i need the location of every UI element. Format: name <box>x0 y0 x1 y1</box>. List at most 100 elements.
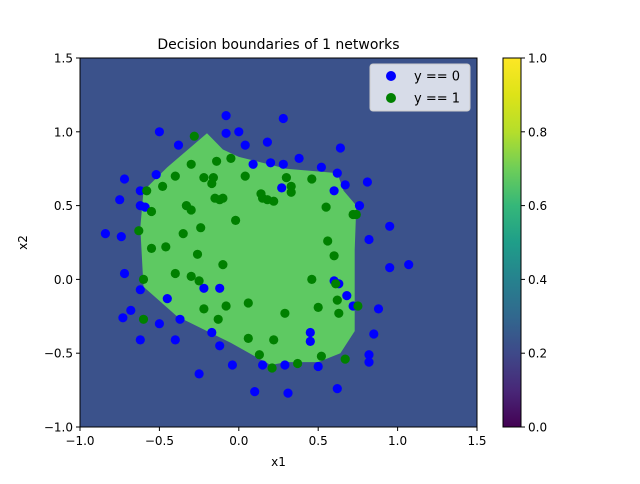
point-class1 <box>146 243 157 253</box>
point-class0 <box>151 170 161 180</box>
point-class0 <box>404 260 414 270</box>
point-class0 <box>329 186 339 196</box>
point-class0 <box>258 360 268 370</box>
y-tick-label: 0.0 <box>54 273 73 287</box>
x-tick-label: −0.5 <box>145 434 174 448</box>
point-class0 <box>119 174 130 184</box>
colorbar-tick-label: 1.0 <box>528 52 547 66</box>
point-class1 <box>334 308 344 318</box>
point-class0 <box>280 360 290 370</box>
point-class0 <box>173 140 184 150</box>
point-class0 <box>207 327 217 338</box>
point-class1 <box>178 229 188 239</box>
plot-frame <box>79 57 478 428</box>
point-class1 <box>307 174 317 184</box>
point-class0 <box>116 232 126 242</box>
point-class1 <box>331 279 341 289</box>
point-class0 <box>135 186 145 196</box>
point-class0 <box>170 335 180 345</box>
point-class0 <box>369 329 379 339</box>
x-tick-label: −1.0 <box>65 434 94 448</box>
point-class0 <box>100 229 110 239</box>
point-class1 <box>280 308 290 318</box>
point-class0 <box>305 336 315 346</box>
point-class1 <box>170 171 180 181</box>
point-class1 <box>134 226 144 236</box>
y-tick-label: −1.0 <box>44 421 73 435</box>
y-tick-label: −0.5 <box>44 347 73 361</box>
y-tick-label: 1.5 <box>54 52 73 66</box>
x-axis-label: x1 <box>271 455 286 469</box>
point-class0 <box>215 283 225 293</box>
point-class1 <box>146 206 157 217</box>
point-class1 <box>254 350 264 360</box>
y-axis-label: x2 <box>16 235 30 250</box>
point-class0 <box>278 113 288 124</box>
point-class1 <box>240 171 250 181</box>
colorbar <box>502 57 522 428</box>
y-tick-label: 0.5 <box>54 199 73 213</box>
point-class0 <box>313 361 323 372</box>
point-class1 <box>212 156 222 166</box>
point-class1 <box>269 335 279 345</box>
point-class0 <box>250 387 260 397</box>
point-class0 <box>385 263 395 273</box>
point-class1 <box>189 131 199 141</box>
point-class0 <box>364 350 374 360</box>
x-tick-label: 1.0 <box>388 434 407 448</box>
point-class0 <box>332 384 342 394</box>
point-class1 <box>218 260 228 270</box>
point-class1 <box>194 276 204 286</box>
point-class0 <box>154 319 164 329</box>
chart-title: Decision boundaries of 1 networks <box>157 37 399 53</box>
point-class0 <box>119 268 130 279</box>
legend-marker-class0 <box>386 71 396 81</box>
point-class0 <box>316 162 326 172</box>
point-class1 <box>307 274 317 284</box>
point-class0 <box>221 128 231 138</box>
point-class0 <box>175 314 185 324</box>
point-class1 <box>353 301 363 311</box>
legend-label-class1: y == 1 <box>414 92 460 107</box>
point-class0 <box>140 202 150 212</box>
point-class0 <box>362 177 372 187</box>
point-class1 <box>231 215 241 225</box>
legend-marker-class1 <box>386 93 396 103</box>
point-class0 <box>266 158 276 168</box>
colorbar-tick-label: 0.6 <box>528 199 547 213</box>
point-class1 <box>161 242 171 252</box>
point-class0 <box>340 180 350 190</box>
point-class0 <box>135 335 145 345</box>
point-class0 <box>342 291 352 301</box>
point-class0 <box>227 360 237 370</box>
point-class1 <box>192 249 203 259</box>
point-class1 <box>207 178 217 189</box>
colorbar-tick-label: 0.0 <box>528 421 547 435</box>
point-class0 <box>278 159 288 169</box>
point-class0 <box>234 127 244 137</box>
point-class0 <box>262 137 272 147</box>
point-class1 <box>170 268 180 279</box>
point-class1 <box>316 351 326 361</box>
point-class0 <box>294 153 304 163</box>
point-class0 <box>277 183 287 193</box>
point-class0 <box>305 327 315 338</box>
point-class1 <box>340 354 350 364</box>
decision-region <box>140 133 357 365</box>
point-class1 <box>293 358 303 369</box>
y-tick-label: 1.0 <box>54 125 73 139</box>
point-class0 <box>335 143 345 153</box>
point-class1 <box>158 181 168 191</box>
point-class1 <box>196 223 206 233</box>
point-class1 <box>267 363 277 373</box>
point-class0 <box>385 221 395 231</box>
point-class1 <box>226 153 236 163</box>
colorbar-tick-label: 0.8 <box>528 125 547 139</box>
point-class1 <box>142 186 152 196</box>
point-class1 <box>199 173 209 183</box>
point-class0 <box>364 234 374 245</box>
point-class1 <box>138 314 149 324</box>
point-class0 <box>364 357 374 367</box>
point-class1 <box>199 304 209 314</box>
